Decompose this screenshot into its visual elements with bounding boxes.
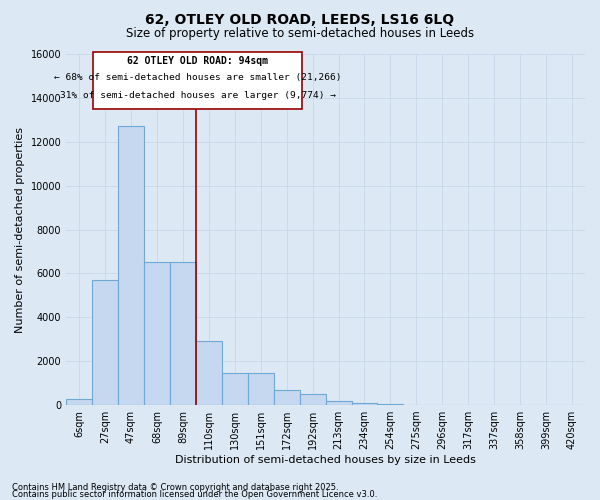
Text: Size of property relative to semi-detached houses in Leeds: Size of property relative to semi-detach… [126, 28, 474, 40]
Bar [144, 262, 170, 405]
Text: 62 OTLEY OLD ROAD: 94sqm: 62 OTLEY OLD ROAD: 94sqm [127, 56, 268, 66]
Bar [326, 400, 352, 405]
Bar [222, 374, 248, 405]
Bar [66, 399, 92, 405]
Y-axis label: Number of semi-detached properties: Number of semi-detached properties [15, 126, 25, 332]
X-axis label: Distribution of semi-detached houses by size in Leeds: Distribution of semi-detached houses by … [175, 455, 476, 465]
Text: 31% of semi-detached houses are larger (9,774) →: 31% of semi-detached houses are larger (… [60, 91, 336, 100]
Text: 62, OTLEY OLD ROAD, LEEDS, LS16 6LQ: 62, OTLEY OLD ROAD, LEEDS, LS16 6LQ [145, 12, 455, 26]
Bar [299, 394, 326, 405]
FancyBboxPatch shape [94, 52, 302, 109]
Bar [248, 374, 274, 405]
Text: ← 68% of semi-detached houses are smaller (21,266): ← 68% of semi-detached houses are smalle… [54, 73, 341, 82]
Bar [170, 262, 196, 405]
Bar [352, 403, 377, 405]
Text: Contains public sector information licensed under the Open Government Licence v3: Contains public sector information licen… [12, 490, 377, 499]
Bar [118, 126, 144, 405]
Bar [377, 404, 403, 405]
Bar [196, 342, 222, 405]
Bar [274, 390, 299, 405]
Bar [92, 280, 118, 405]
Text: Contains HM Land Registry data © Crown copyright and database right 2025.: Contains HM Land Registry data © Crown c… [12, 484, 338, 492]
